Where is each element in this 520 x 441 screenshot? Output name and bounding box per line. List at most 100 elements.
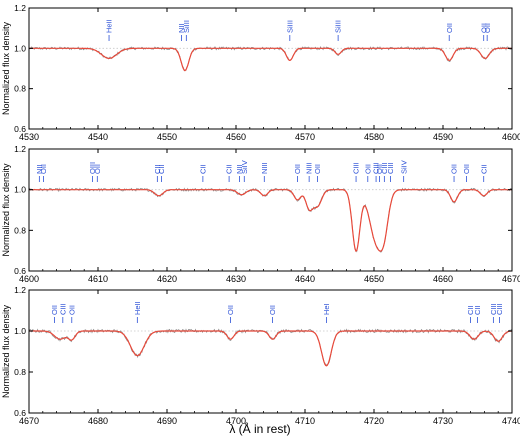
line-id-label: CII [199, 164, 208, 174]
line-id-marker: OII [67, 305, 76, 323]
y-tick-label: 0.8 [14, 84, 26, 94]
x-tick-label: 4580 [364, 132, 384, 142]
model-spectrum-line [29, 47, 512, 72]
observed-spectrum-line [28, 187, 513, 253]
line-id-marker: OII [50, 305, 59, 323]
line-id-label: CIII [495, 303, 504, 315]
line-id-marker: OII [93, 164, 102, 182]
line-id-marker: OII [483, 23, 492, 41]
line-id-marker: OII [293, 164, 302, 182]
y-tick-label: 0.8 [14, 225, 26, 235]
line-id-label: NII [35, 164, 44, 174]
line-id-marker: NII [235, 164, 244, 182]
line-id-marker: HeI [322, 303, 331, 323]
line-id-marker: SiIII [334, 20, 343, 41]
line-id-marker: CII [199, 164, 208, 182]
line-id-marker: SiIII [285, 20, 294, 41]
line-id-label: OII [39, 164, 48, 174]
line-id-marker: CII [225, 164, 234, 182]
plot-frame [28, 289, 513, 414]
x-tick-label: 4710 [295, 416, 315, 426]
x-tick-label: 4600 [19, 274, 39, 284]
x-tick-label: 4620 [157, 274, 177, 284]
line-id-marker: NII [177, 23, 186, 41]
line-id-label: OII [293, 164, 302, 174]
x-tick-label: 4650 [364, 274, 384, 284]
x-tick-label: 4720 [364, 416, 384, 426]
line-id-label: OII [226, 305, 235, 315]
line-id-label: HeI [322, 303, 331, 315]
line-id-label: OII [50, 305, 59, 315]
model-spectrum-line [29, 330, 513, 367]
line-id-label: OII [462, 164, 471, 174]
line-id-marker: OIII [88, 162, 97, 182]
line-id-label: OII [268, 305, 277, 315]
y-tick-label: 0.6 [14, 124, 26, 134]
line-id-label: OII [93, 164, 102, 174]
y-tick-label: 0.8 [14, 367, 26, 377]
line-id-label: SiIII [182, 20, 191, 33]
plot-frame [28, 148, 513, 272]
x-axis-label: λ (Å in rest) [229, 421, 290, 436]
x-tick-label: 4570 [295, 132, 315, 142]
line-id-marker: CIII [352, 162, 361, 182]
line-id-label: CII [157, 164, 166, 174]
line-id-marker: CIII [380, 162, 389, 182]
line-id-label: OII [375, 164, 384, 174]
observed-spectrum-line [28, 328, 513, 366]
line-id-marker: CIII [495, 303, 504, 323]
line-id-marker: CIII [372, 162, 381, 182]
line-id-label: HeII [133, 301, 142, 315]
line-id-marker: SiIV [399, 160, 408, 182]
line-id-marker: CIII [386, 162, 395, 182]
line-id-label: OIII [88, 162, 97, 174]
x-tick-label: 4590 [433, 132, 453, 142]
line-id-label: NII [177, 23, 186, 33]
y-tick-label: 1.2 [14, 144, 26, 154]
line-id-label: SiIII [334, 20, 343, 33]
line-id-marker: CII [473, 305, 482, 323]
x-tick-label: 4530 [19, 132, 39, 142]
line-id-label: OII [67, 305, 76, 315]
line-id-marker: OII [39, 164, 48, 182]
y-tick-label: 0.6 [14, 408, 26, 418]
line-id-label: OII [313, 164, 322, 174]
line-id-marker: CII [479, 164, 488, 182]
line-id-marker: NII [35, 164, 44, 182]
y-tick-label: 0.6 [14, 266, 26, 276]
line-id-label: CII [153, 164, 162, 174]
line-id-label: CIII [58, 303, 67, 315]
line-id-marker: SiIII [182, 20, 191, 41]
x-tick-label: 4640 [295, 274, 315, 284]
line-id-label: NIII [260, 162, 269, 174]
x-tick-label: 4670 [502, 274, 520, 284]
x-tick-label: 4550 [157, 132, 177, 142]
line-id-marker: OII [445, 23, 454, 41]
line-id-label: SiIV [240, 160, 249, 174]
x-tick-label: 4680 [88, 416, 108, 426]
y-tick-label: 1.0 [14, 326, 26, 336]
y-tick-label: 1.0 [14, 185, 26, 195]
x-tick-label: 4740 [502, 416, 520, 426]
line-id-label: CIII [352, 162, 361, 174]
line-id-marker: CII [466, 305, 475, 323]
x-tick-label: 4540 [88, 132, 108, 142]
line-id-marker: OII [479, 23, 488, 41]
observed-spectrum-line [28, 46, 513, 72]
line-id-label: CII [479, 164, 488, 174]
line-id-label: OII [483, 23, 492, 33]
line-id-marker: OII [226, 305, 235, 323]
line-id-label: NII [235, 164, 244, 174]
y-axis-label: Normalized flux density [1, 304, 11, 398]
line-id-marker: CII [157, 164, 166, 182]
model-spectrum-line [29, 189, 512, 253]
x-tick-label: 4730 [433, 416, 453, 426]
line-id-label: OII [450, 164, 459, 174]
line-id-marker: SiIV [240, 160, 249, 182]
line-id-label: CII [466, 305, 475, 315]
line-id-label: SiIV [399, 160, 408, 174]
line-id-marker: CIII [58, 303, 67, 323]
